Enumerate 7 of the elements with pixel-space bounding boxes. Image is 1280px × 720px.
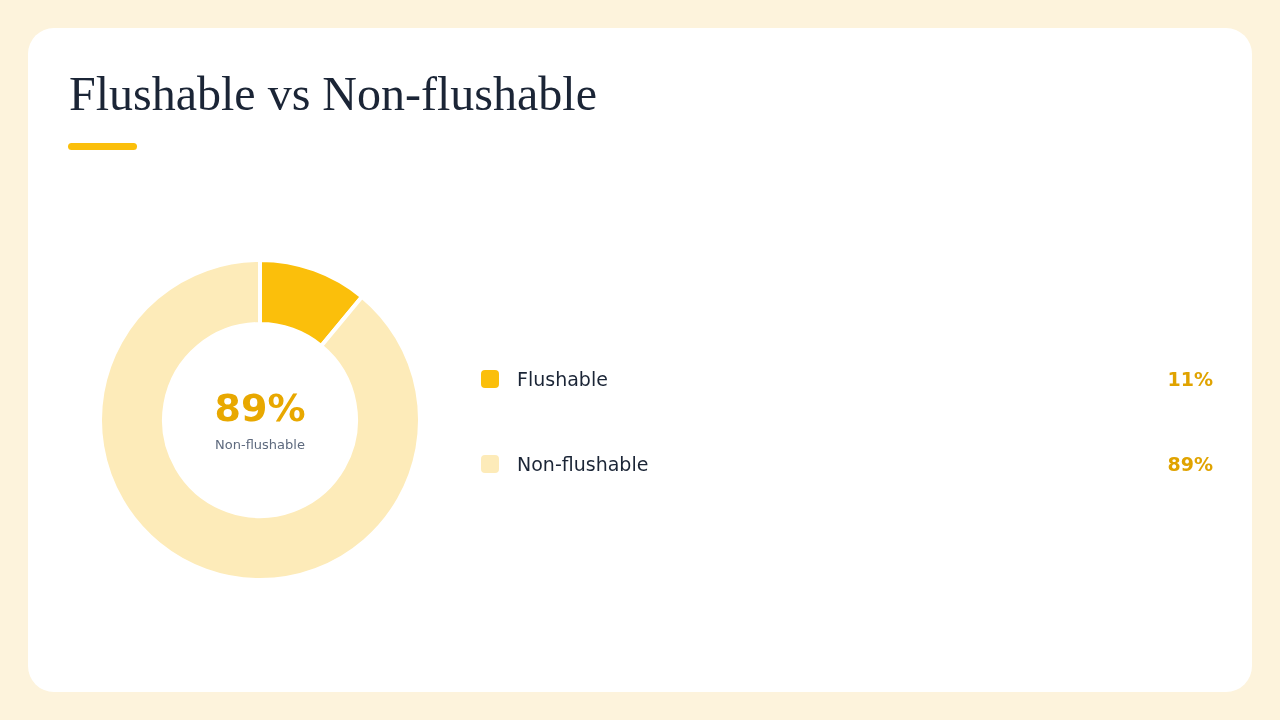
chart-title: Flushable vs Non-flushable xyxy=(69,66,597,121)
text: Non-flushable xyxy=(214,437,306,452)
legend-label: Non-flushable xyxy=(517,453,650,475)
data-label: 89% xyxy=(1167,453,1213,475)
legend-label: Flushable xyxy=(517,368,609,390)
text: 89% xyxy=(213,385,307,431)
data-label: 11% xyxy=(1167,368,1213,390)
